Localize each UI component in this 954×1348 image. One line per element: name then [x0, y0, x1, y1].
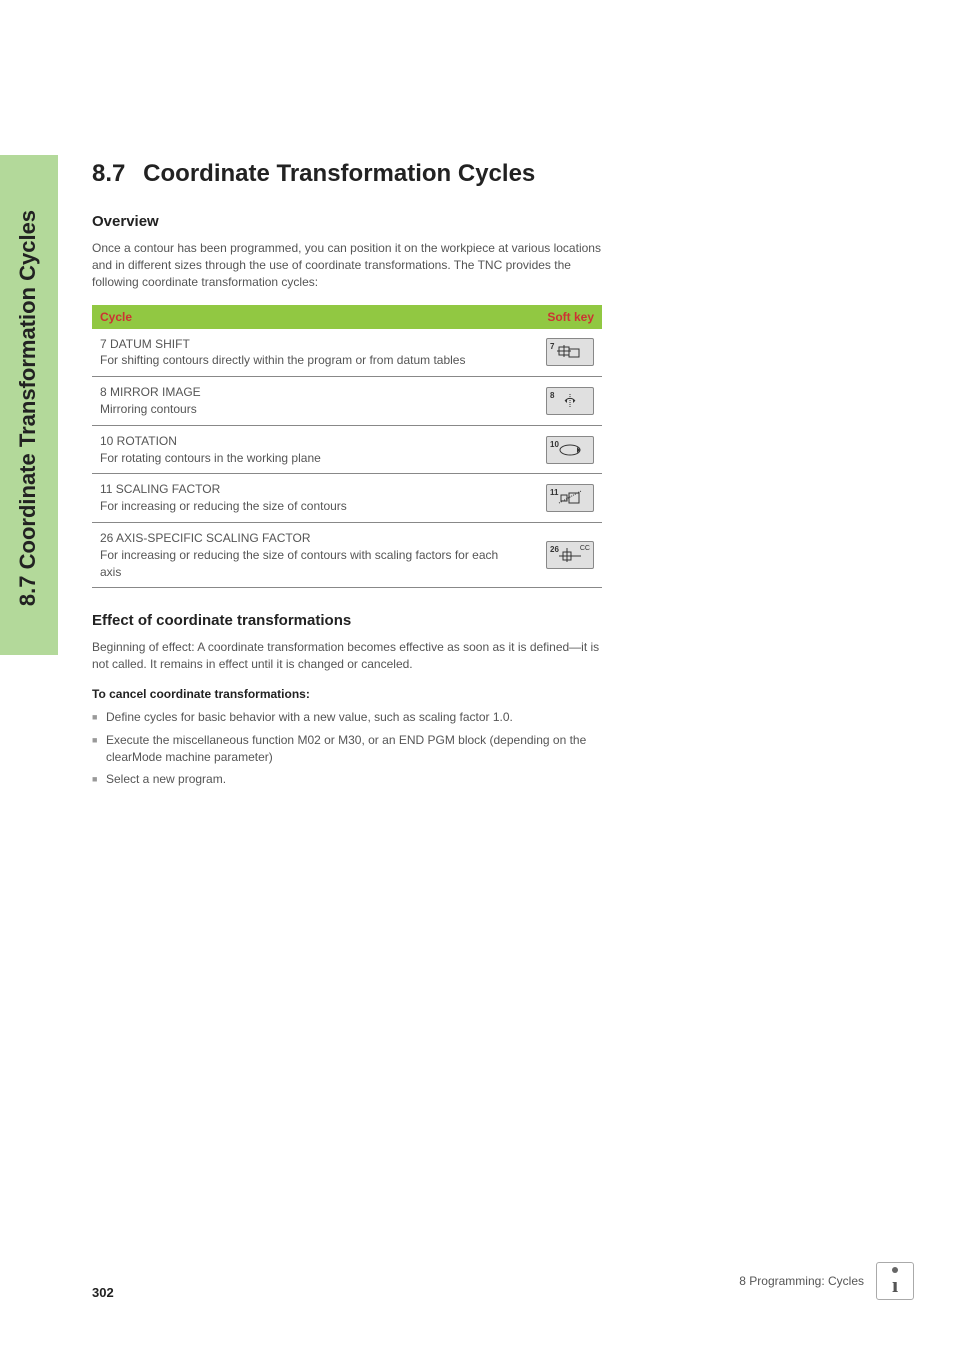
col-softkey-header: Soft key: [512, 305, 602, 329]
list-item: Execute the miscellaneous function M02 o…: [92, 732, 602, 766]
page-footer: 302 8 Programming: Cycles ı: [92, 1262, 914, 1300]
page-number: 302: [92, 1285, 114, 1300]
softkey-cell: 26CC: [512, 522, 602, 587]
cycle-cell: 10 ROTATIONFor rotating contours in the …: [92, 425, 512, 474]
list-item: Define cycles for basic behavior with a …: [92, 709, 602, 726]
cycle-cell: 8 MIRROR IMAGEMirroring contours: [92, 377, 512, 426]
overview-title: Overview: [92, 213, 602, 230]
cycle-cell: 26 AXIS-SPECIFIC SCALING FACTORFor incre…: [92, 522, 512, 587]
footer-right: 8 Programming: Cycles ı: [739, 1262, 914, 1300]
cycle-cell: 7 DATUM SHIFTFor shifting contours direc…: [92, 329, 512, 377]
info-icon: ı: [876, 1262, 914, 1300]
softkey-cell: 11: [512, 474, 602, 523]
table-row: 8 MIRROR IMAGEMirroring contours 8: [92, 377, 602, 426]
softkey-cell: 7: [512, 329, 602, 377]
effect-title: Effect of coordinate transformations: [92, 612, 602, 629]
table-row: 7 DATUM SHIFTFor shifting contours direc…: [92, 329, 602, 377]
table-row: 11 SCALING FACTORFor increasing or reduc…: [92, 474, 602, 523]
footer-chapter: 8 Programming: Cycles: [739, 1274, 864, 1288]
sidebar-tab-label: 8.7 Coordinate Transformation Cycles: [15, 158, 41, 658]
col-cycle-header: Cycle: [92, 305, 512, 329]
table-header-row: Cycle Soft key: [92, 305, 602, 329]
cancel-bullet-list: Define cycles for basic behavior with a …: [92, 709, 602, 788]
cycle-table: Cycle Soft key 7 DATUM SHIFTFor shifting…: [92, 305, 602, 589]
main-content: 8.7 Coordinate Transformation Cycles Ove…: [92, 158, 602, 794]
effect-body: Beginning of effect: A coordinate transf…: [92, 639, 602, 673]
softkey-icon: 26CC: [546, 541, 594, 569]
softkey-icon: 8: [546, 387, 594, 415]
softkey-cell: 8: [512, 377, 602, 426]
section-title: Coordinate Transformation Cycles: [143, 160, 535, 187]
list-item: Select a new program.: [92, 771, 602, 788]
sidebar-tab: 8.7 Coordinate Transformation Cycles: [0, 155, 58, 655]
table-row: 10 ROTATIONFor rotating contours in the …: [92, 425, 602, 474]
cancel-title: To cancel coordinate transformations:: [92, 687, 602, 701]
softkey-icon: 7: [546, 338, 594, 366]
table-row: 26 AXIS-SPECIFIC SCALING FACTORFor incre…: [92, 522, 602, 587]
softkey-icon: 10: [546, 436, 594, 464]
overview-body: Once a contour has been programmed, you …: [92, 240, 602, 290]
section-number: 8.7: [92, 160, 125, 187]
cycle-cell: 11 SCALING FACTORFor increasing or reduc…: [92, 474, 512, 523]
softkey-icon: 11: [546, 484, 594, 512]
softkey-cell: 10: [512, 425, 602, 474]
section-header: 8.7 Coordinate Transformation Cycles: [92, 158, 602, 189]
